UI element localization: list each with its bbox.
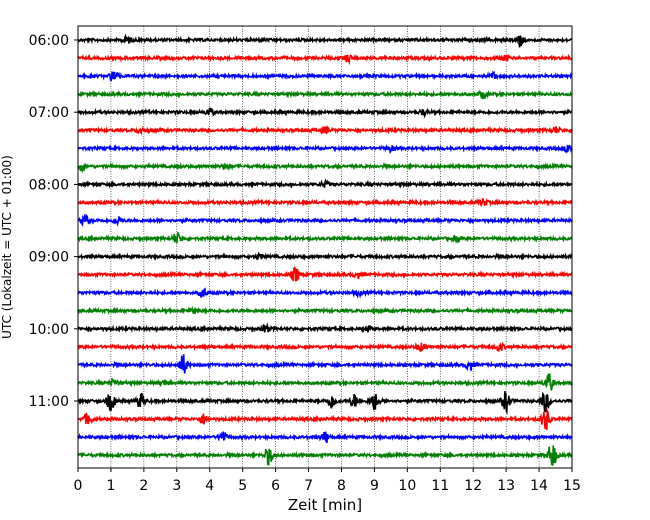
trace-line [77, 322, 573, 334]
x-tick-label: 14 [530, 478, 548, 494]
trace-line [77, 445, 573, 466]
x-tick-label: 15 [563, 478, 581, 494]
x-tick-label: 4 [205, 478, 214, 494]
trace-1030 [77, 354, 573, 374]
trace-line [77, 33, 573, 48]
trace-0715 [77, 125, 573, 136]
trace-1130 [77, 431, 573, 444]
x-axis-ticks: 0 1 2 3 4 5 6 7 8 9 10 11 12 13 14 15 [74, 468, 581, 494]
trace-line [77, 89, 573, 100]
trace-0845 [77, 232, 573, 244]
trace-0815 [77, 197, 573, 208]
x-tick-label: 0 [74, 478, 83, 494]
trace-line [77, 197, 573, 208]
x-tick-label: 7 [304, 478, 313, 494]
trace-line [77, 287, 573, 300]
trace-0830 [77, 213, 573, 227]
x-tick-label: 11 [431, 478, 449, 494]
trace-line [77, 143, 573, 155]
trace-0915 [77, 265, 573, 282]
y-axis-ticks: 06:00 07:00 08:00 09:00 10:00 11:00 [29, 33, 78, 410]
x-tick-label: 8 [337, 478, 346, 494]
trace-line [77, 431, 573, 444]
trace-0600 [77, 33, 573, 48]
trace-1015 [77, 341, 573, 353]
x-tick-label: 3 [172, 478, 181, 494]
trace-line [77, 53, 573, 66]
trace-line [77, 305, 573, 316]
y-tick-label: 09:00 [29, 250, 69, 266]
x-tick-label: 13 [497, 478, 515, 494]
trace-line [77, 125, 573, 136]
trace-0900 [77, 251, 573, 262]
x-tick-label: 1 [106, 478, 115, 494]
trace-line [77, 232, 573, 244]
trace-line [77, 70, 573, 82]
y-tick-label: 06:00 [29, 33, 69, 49]
seismic-traces [77, 33, 573, 466]
trace-line [77, 354, 573, 374]
trace-line [77, 265, 573, 282]
trace-0745 [77, 161, 573, 174]
trace-0645 [77, 89, 573, 100]
trace-1000 [77, 322, 573, 334]
x-tick-label: 10 [398, 478, 416, 494]
trace-1045 [77, 373, 573, 391]
trace-1100 [77, 391, 573, 415]
y-tick-label: 08:00 [29, 177, 69, 193]
x-tick-label: 12 [464, 478, 482, 494]
x-axis-label: Zeit [min] [288, 496, 362, 514]
trace-0930 [77, 287, 573, 300]
trace-line [77, 213, 573, 227]
trace-line [77, 391, 573, 415]
trace-line [77, 107, 573, 119]
trace-line [77, 407, 573, 431]
trace-line [77, 373, 573, 391]
trace-line [77, 251, 573, 262]
x-tick-label: 2 [139, 478, 148, 494]
trace-1115 [77, 407, 573, 431]
x-tick-label: 6 [271, 478, 280, 494]
y-tick-label: 10:00 [29, 322, 69, 338]
x-tick-label: 9 [370, 478, 379, 494]
y-tick-label: 11:00 [29, 394, 69, 410]
plot-frame [77, 25, 573, 469]
y-axis-label: UTC (Lokalzeit = UTC + 01:00) [0, 155, 14, 339]
trace-line [77, 161, 573, 174]
trace-0945 [77, 305, 573, 316]
trace-0730 [77, 143, 573, 155]
trace-1145 [77, 445, 573, 466]
trace-line [77, 178, 573, 189]
trace-line [77, 341, 573, 353]
y-tick-label: 07:00 [29, 105, 69, 121]
trace-0800 [77, 178, 573, 189]
trace-0630 [77, 70, 573, 82]
x-tick-label: 5 [238, 478, 247, 494]
trace-0615 [77, 53, 573, 66]
trace-0700 [77, 107, 573, 119]
